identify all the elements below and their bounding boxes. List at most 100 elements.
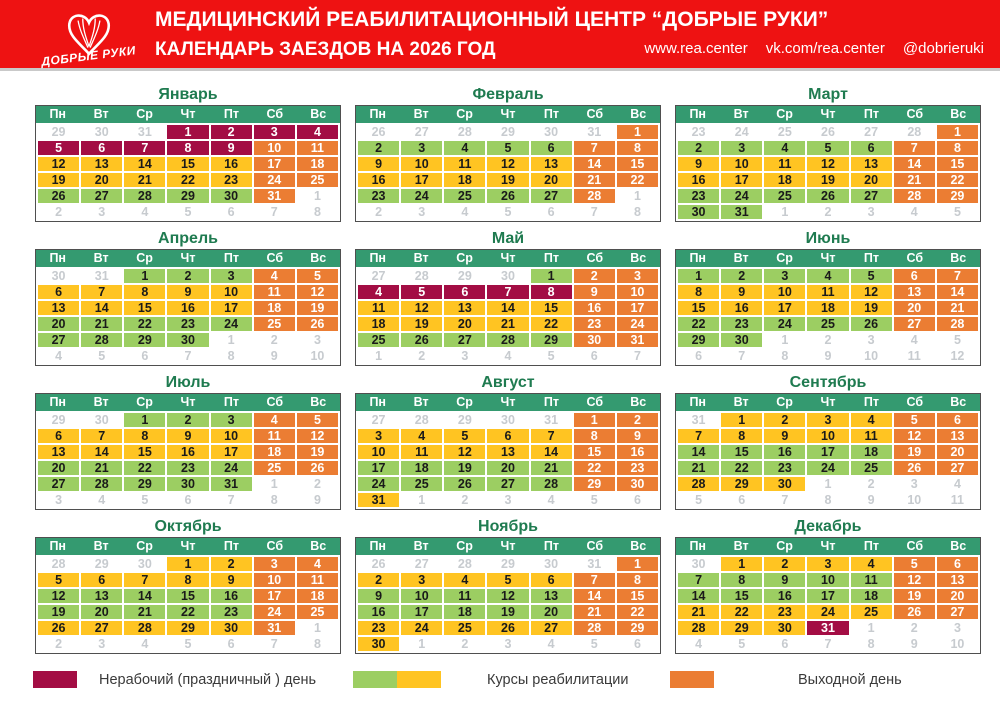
weekday-header: Пн: [689, 395, 706, 409]
weekday-header-row: Пн Вт Ср Чт Пт Сб Вс: [356, 106, 660, 123]
weekday-header: Вс: [310, 251, 327, 265]
weekday-header: Ср: [776, 251, 793, 265]
day-cell-weekend-day: 23: [573, 317, 615, 331]
day-cell-adjacent-month-day: 28: [401, 269, 443, 283]
day-cell-adjacent-month-day: 27: [358, 269, 400, 283]
day-cell-rehab-course-green: 30: [167, 477, 209, 491]
day-cell-rehab-course-yellow: 2: [764, 557, 806, 571]
weekday-header: Ср: [776, 395, 793, 409]
month-table: Пн Вт Ср Чт Пт Сб Вс 1 2 3 4 5 6 7 8 9 10 11 12 13 14 15 16 17 1…: [675, 249, 981, 366]
weekday-header: Вс: [310, 539, 327, 553]
weekday-header: Ср: [456, 251, 473, 265]
day-cell-rehab-course-yellow: 9: [210, 573, 252, 587]
day-cell-weekend-day: 25: [296, 173, 338, 187]
day-cell-weekend-day: 15: [936, 157, 978, 171]
weekday-header: Пн: [49, 107, 66, 121]
month-title: Июль: [165, 374, 211, 391]
day-cell-rehab-course-green: 15: [721, 589, 763, 603]
weekday-header: Ср: [136, 107, 153, 121]
weekday-header: Вт: [93, 395, 109, 409]
day-cell-rehab-course-yellow: 9: [721, 285, 763, 299]
day-cell-rehab-course-yellow: 12: [38, 157, 80, 171]
day-cell-adjacent-month-day: 5: [81, 349, 123, 363]
days-grid: 27 28 29 30 31 1 2 3 4 5 6 7 8 9 10 11 12 13 14 15 16 17 18 19 2…: [356, 411, 660, 509]
day-cell-rehab-course-green: 8: [721, 573, 763, 587]
weekday-header: Вт: [93, 107, 109, 121]
day-cell-rehab-course-green: 13: [530, 589, 572, 603]
day-cell-rehab-course-green: 26: [444, 477, 486, 491]
day-cell-weekend-day: 20: [936, 445, 978, 459]
day-cell-rehab-course-yellow: 24: [807, 605, 849, 619]
day-cell-weekend-day: 12: [296, 285, 338, 299]
weekday-header-row: Пн Вт Ср Чт Пт Сб Вс: [356, 250, 660, 267]
day-cell-rehab-course-yellow: 10: [721, 157, 763, 171]
day-cell-holiday-nonworking-day: 9: [210, 141, 252, 155]
legend-item-courses: Курсы реабилитации: [353, 671, 629, 688]
weekday-header: Сб: [586, 395, 604, 409]
month-october: Октябрь Пн Вт Ср Чт Пт Сб Вс 28 29 30 1 2 3 4 5 6 7 8 9 10 11…: [35, 517, 341, 654]
day-cell-rehab-course-yellow: 6: [38, 429, 80, 443]
day-cell-weekend-day: 8: [616, 141, 658, 155]
day-cell-adjacent-month-day: 31: [124, 125, 166, 139]
weekday-header: Сб: [266, 539, 284, 553]
day-cell-adjacent-month-day: 5: [678, 493, 720, 507]
day-cell-rehab-course-yellow: 16: [167, 301, 209, 315]
day-cell-rehab-course-yellow: 9: [167, 285, 209, 299]
day-cell-rehab-course-green: 2: [167, 413, 209, 427]
day-cell-adjacent-month-day: 27: [401, 125, 443, 139]
header-banner: ДОБРЫЕ РУКИ МЕДИЦИНСКИЙ РЕАБИЛИТАЦИОННЫЙ…: [0, 0, 1000, 71]
day-cell-weekend-day: 27: [936, 605, 978, 619]
day-cell-rehab-course-green: 17: [401, 605, 443, 619]
day-cell-rehab-course-green: 25: [850, 461, 892, 475]
days-grid: 27 28 29 30 1 2 3 4 5 6 7 8 9 10 11 12 13 14 15 16 17 18 19 20 2…: [356, 267, 660, 365]
day-cell-weekend-day: 12: [893, 429, 935, 443]
day-cell-adjacent-month-day: 31: [573, 125, 615, 139]
day-cell-rehab-course-yellow: 5: [38, 573, 80, 587]
weekday-header: Сб: [906, 107, 924, 121]
day-cell-weekend-day: 2: [573, 269, 615, 283]
day-cell-rehab-course-yellow: 5: [487, 573, 529, 587]
day-cell-rehab-course-green: 19: [487, 605, 529, 619]
day-cell-rehab-course-yellow: 23: [358, 621, 400, 635]
day-cell-weekend-day: 20: [936, 589, 978, 603]
day-cell-adjacent-month-day: 30: [38, 269, 80, 283]
weekday-header: Пт: [863, 395, 879, 409]
day-cell-weekend-day: 22: [573, 461, 615, 475]
day-cell-rehab-course-yellow: 20: [444, 317, 486, 331]
weekday-header-row: Пн Вт Ср Чт Пт Сб Вс: [36, 538, 340, 555]
day-cell-adjacent-month-day: 30: [487, 413, 529, 427]
day-cell-rehab-course-yellow: 28: [678, 477, 720, 491]
day-cell-weekend-day: 1: [573, 413, 615, 427]
day-cell-rehab-course-green: 24: [807, 461, 849, 475]
weekday-header: Пт: [863, 251, 879, 265]
day-cell-adjacent-month-day: 5: [167, 205, 209, 219]
day-cell-weekend-day: 29: [616, 621, 658, 635]
month-september: Сентябрь Пн Вт Ср Чт Пт Сб Вс 31 1 2 3 4 5 6 7 8 9 10 11 12 1…: [675, 373, 981, 510]
day-cell-adjacent-month-day: 1: [764, 205, 806, 219]
day-cell-rehab-course-green: 3: [721, 141, 763, 155]
day-cell-weekend-day: 2: [616, 413, 658, 427]
day-cell-weekend-day: 31: [253, 189, 295, 203]
legend-label: Курсы реабилитации: [487, 671, 629, 688]
header-titles: МЕДИЦИНСКИЙ РЕАБИЛИТАЦИОННЫЙ ЦЕНТР “ДОБР…: [155, 8, 828, 61]
day-cell-adjacent-month-day: 2: [444, 637, 486, 651]
day-cell-rehab-course-green: 21: [678, 461, 720, 475]
weekday-header: Сб: [266, 395, 284, 409]
day-cell-weekend-day: 18: [253, 301, 295, 315]
day-cell-adjacent-month-day: 5: [573, 637, 615, 651]
day-cell-adjacent-month-day: 6: [210, 205, 252, 219]
weekday-header: Вт: [93, 251, 109, 265]
day-cell-rehab-course-yellow: 19: [850, 301, 892, 315]
day-cell-weekend-day: 10: [253, 573, 295, 587]
day-cell-weekend-day: 21: [936, 301, 978, 315]
weekday-header: Ср: [136, 251, 153, 265]
weekday-header: Чт: [820, 107, 836, 121]
day-cell-weekend-day: 26: [893, 605, 935, 619]
day-cell-adjacent-month-day: 2: [38, 205, 80, 219]
day-cell-weekend-day: 23: [616, 461, 658, 475]
weekday-header: Вс: [630, 251, 647, 265]
day-cell-rehab-course-green: 26: [401, 333, 443, 347]
day-cell-rehab-course-yellow: 4: [401, 429, 443, 443]
weekday-header: Пт: [223, 107, 239, 121]
day-cell-rehab-course-green: 6: [530, 141, 572, 155]
